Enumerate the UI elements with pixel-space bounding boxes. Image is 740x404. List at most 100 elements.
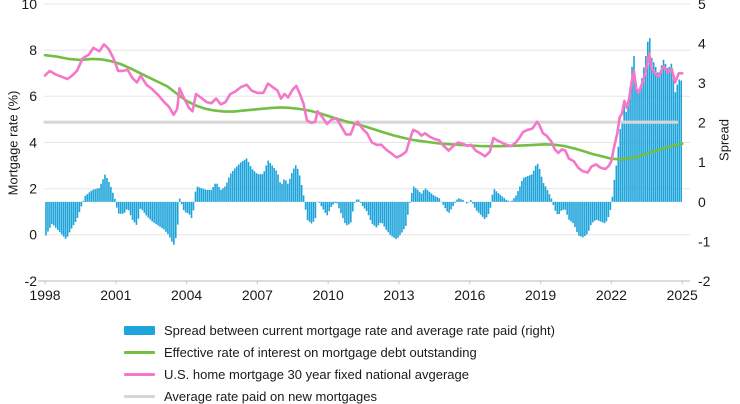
spread-bar <box>165 201 167 232</box>
spread-bar <box>416 189 419 202</box>
spread-bar <box>312 201 315 222</box>
spread-bar <box>353 201 356 203</box>
spread-bar <box>121 201 124 214</box>
spread-bar <box>64 201 67 239</box>
spread-bar <box>505 199 507 202</box>
spread-bar <box>314 201 317 219</box>
spread-bar <box>454 201 456 203</box>
spread-bar <box>485 201 488 218</box>
mortgage-30yr-line <box>43 43 684 174</box>
x-axis-tick-label: 2013 <box>383 287 414 303</box>
spread-bar <box>263 171 266 202</box>
spread-bar <box>296 168 299 202</box>
spread-bar <box>456 199 458 202</box>
spread-bar <box>544 186 547 202</box>
spread-bar <box>617 146 620 202</box>
spread-bar <box>469 200 472 202</box>
spread-bar <box>112 192 114 202</box>
spread-bar <box>90 190 93 202</box>
spread-bar <box>188 201 191 215</box>
spread-bar <box>631 66 633 202</box>
spread-bar <box>342 201 344 219</box>
spread-bar <box>591 201 594 223</box>
spread-bar <box>367 201 370 216</box>
x-axis-tick-label: 2010 <box>313 287 344 303</box>
spread-bar <box>218 187 220 202</box>
right-axis-tick-label: -2 <box>698 273 711 289</box>
spread-bar <box>412 186 415 202</box>
left-axis-title: Mortgage rate (%) <box>5 90 21 196</box>
spread-bar <box>283 179 285 202</box>
spread-bar <box>127 201 130 211</box>
spread-bar <box>159 201 161 227</box>
spread-bar <box>348 201 350 225</box>
spread-bar <box>233 168 236 202</box>
spread-bar <box>210 189 212 202</box>
spread-bar <box>334 201 336 204</box>
spread-bar <box>163 201 165 230</box>
spread-bar <box>530 174 533 202</box>
spread-bar <box>432 195 435 202</box>
spread-bar <box>133 201 136 223</box>
spread-bar <box>517 191 519 202</box>
spread-bar <box>326 201 329 216</box>
spread-bar <box>674 92 677 202</box>
spread-bar <box>666 68 669 202</box>
x-axis-tick-label: 2025 <box>667 287 698 303</box>
spread-bar <box>123 201 126 213</box>
spread-bar <box>444 201 447 209</box>
spread-bar <box>609 201 612 210</box>
spread-bar <box>82 200 85 202</box>
left-axis-tick-label: 8 <box>29 42 37 58</box>
spread-bar <box>332 201 334 205</box>
spread-bar <box>597 201 600 221</box>
spread-bar <box>76 201 79 218</box>
spread-bar <box>471 201 474 204</box>
spread-bar <box>641 78 643 202</box>
spread-bar <box>178 198 181 202</box>
spread-bar <box>436 197 439 202</box>
spread-bar <box>320 201 323 207</box>
spread-bar <box>593 201 596 221</box>
spread-bar <box>540 176 543 202</box>
spread-bar <box>281 183 283 202</box>
spread-bar <box>576 201 578 233</box>
spread-bar <box>49 201 51 228</box>
spread-bar <box>501 196 504 202</box>
spread-bar <box>110 186 112 202</box>
spread-bar <box>53 201 55 226</box>
legend-swatch-avg-rate-new-line <box>124 395 155 398</box>
spread-bar <box>273 167 275 202</box>
spread-bar <box>629 87 631 202</box>
legend-swatch-mortgage-30yr-line <box>124 373 155 376</box>
spread-bar <box>60 201 63 235</box>
spread-bar <box>442 201 445 205</box>
legend-swatch-effective-rate-line <box>124 351 155 354</box>
spread-bar <box>519 186 521 202</box>
spread-bar <box>639 88 641 202</box>
spread-bar <box>58 201 61 233</box>
spread-bar <box>466 201 468 204</box>
spread-bar <box>137 201 140 219</box>
spread-bar <box>658 71 661 202</box>
spread-bar <box>204 189 207 202</box>
spread-bar <box>74 201 77 222</box>
x-axis-tick-label: 2004 <box>171 287 202 303</box>
spread-bar <box>78 201 81 213</box>
left-axis-tick-label: -2 <box>25 273 38 289</box>
spread-bar <box>487 201 490 215</box>
spread-bar <box>381 201 384 224</box>
spread-bar <box>495 191 498 202</box>
legend-item-avg-rate-new: Average rate paid on new mortgages <box>124 389 555 404</box>
spread-bar <box>532 170 535 202</box>
spread-bar <box>375 201 378 228</box>
spread-bar <box>625 111 627 202</box>
spread-bar <box>277 174 279 202</box>
spread-bar <box>499 194 502 202</box>
spread-bar <box>291 173 293 202</box>
spread-bar <box>670 63 673 202</box>
spread-bar <box>648 38 651 202</box>
spread-bar <box>298 175 301 202</box>
spread-bar <box>247 162 250 202</box>
